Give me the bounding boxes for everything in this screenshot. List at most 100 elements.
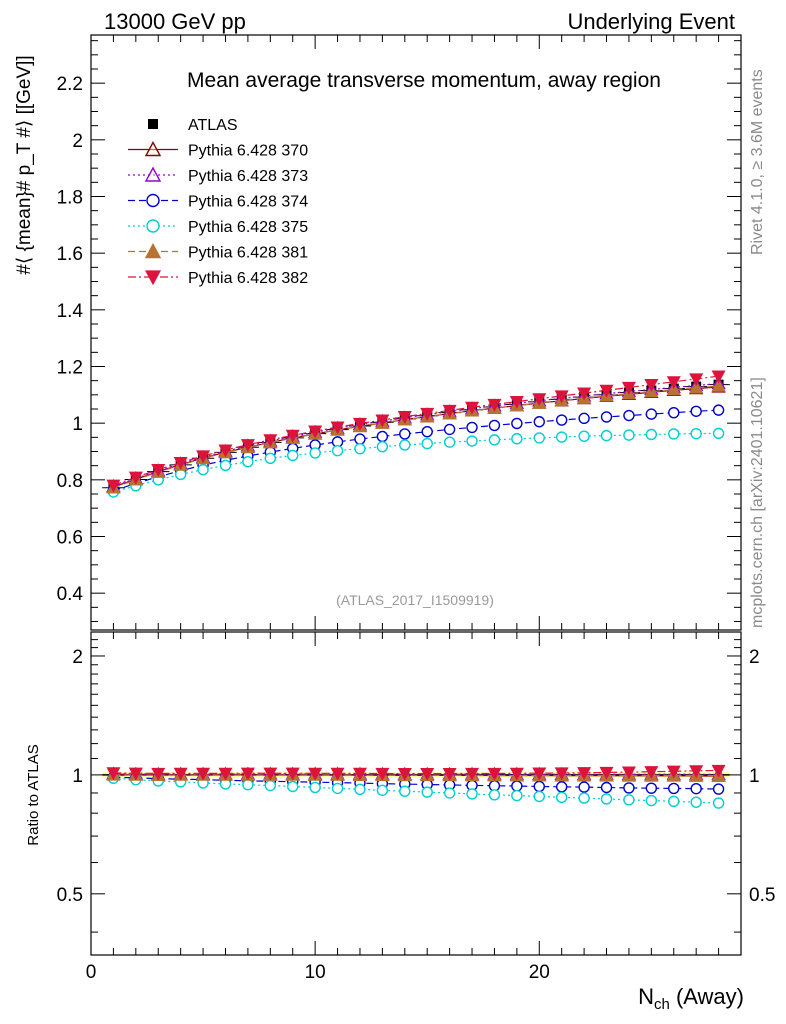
chart-title: Mean average transverse momentum, away r…	[187, 69, 661, 92]
ratio-y-tick-label: 1	[72, 766, 83, 787]
legend-marker-atlas	[148, 119, 158, 129]
ratio-point-pythia-6-428-375	[668, 795, 680, 807]
ratio-point-pythia-6-428-382	[599, 766, 614, 780]
ratio-point-pythia-6-428-375	[331, 782, 344, 795]
ratio-point-pythia-6-428-375	[578, 792, 590, 804]
point-pythia-6-428-375	[600, 429, 613, 442]
series-line-pythia-6-428-373	[113, 382, 719, 487]
ratio-point-pythia-6-428-375	[309, 781, 321, 794]
ratio-point-pythia-6-428-382	[218, 767, 233, 781]
point-pythia-6-428-382	[442, 404, 457, 418]
ratio-point-pythia-6-428-382	[285, 767, 300, 781]
point-pythia-6-428-375	[511, 433, 523, 445]
legend-marker-pythia-6-428-381	[144, 243, 162, 259]
ratio-point-pythia-6-428-374	[712, 783, 725, 795]
main-frame	[90, 34, 742, 631]
point-pythia-6-428-375	[264, 452, 277, 464]
point-pythia-6-428-382	[330, 421, 345, 435]
ratio-point-pythia-6-428-382	[397, 767, 412, 781]
legend-label-pythia-6-428-375: Pythia 6.428 375	[188, 219, 308, 236]
x-tick-label: 10	[305, 962, 326, 983]
ratio-y-tick-label: 0.5	[57, 885, 83, 906]
point-pythia-6-428-381	[666, 382, 681, 396]
ratio-point-pythia-6-428-382	[532, 767, 547, 781]
ratio-point-pythia-6-428-382	[196, 767, 211, 781]
point-pythia-6-428-382	[397, 411, 412, 424]
series-line-pythia-6-428-374	[113, 409, 719, 492]
y-tick-label: 2.2	[57, 74, 83, 95]
point-pythia-6-428-374	[600, 411, 613, 423]
y-tick-label: 0.4	[57, 584, 84, 605]
legend-label-pythia-6-428-382: Pythia 6.428 382	[188, 270, 308, 287]
point-pythia-6-428-382	[711, 370, 726, 384]
main-series	[102, 370, 730, 498]
point-pythia-6-428-375	[354, 442, 366, 455]
ratio-point-pythia-6-428-375	[645, 794, 658, 807]
legend-label-atlas: ATLAS	[188, 117, 238, 134]
y-tick-label: 1.6	[57, 244, 83, 265]
series-line-pythia-6-428-381	[113, 385, 719, 489]
point-pythia-6-428-382	[218, 444, 233, 458]
header-left: 13000 GeV pp	[104, 9, 246, 34]
ratio-point-pythia-6-428-382	[577, 767, 592, 780]
ratio-point-pythia-6-428-375	[511, 789, 523, 802]
ratio-point-pythia-6-428-382	[442, 767, 457, 781]
y-axis-label: #⟨ {mean}# p_T #⟩ [[GeV]]	[14, 55, 35, 274]
point-pythia-6-428-375	[197, 463, 209, 476]
mcplots-label: mcplots.cern.ch [arXiv:2401.10621]	[749, 377, 766, 628]
ratio-point-pythia-6-428-375	[421, 786, 433, 798]
point-pythia-6-428-374	[690, 405, 702, 417]
ratio-point-pythia-6-428-382	[689, 765, 704, 779]
ratio-point-pythia-6-428-382	[151, 767, 166, 781]
point-pythia-6-428-375	[466, 435, 478, 447]
point-pythia-6-428-382	[554, 390, 569, 404]
ratio-point-pythia-6-428-382	[173, 767, 188, 781]
ratio-point-pythia-6-428-382	[263, 767, 278, 781]
point-pythia-6-428-374	[623, 409, 635, 422]
point-pythia-6-428-382	[352, 417, 367, 431]
ratio-point-pythia-6-428-375	[399, 785, 411, 797]
point-pythia-6-428-375	[690, 427, 702, 440]
point-pythia-6-428-381	[688, 380, 704, 394]
point-pythia-6-428-382	[465, 401, 480, 415]
y-tick-label: 0.8	[57, 471, 83, 492]
x-tick-label: 0	[86, 962, 97, 983]
point-pythia-6-428-374	[443, 423, 456, 436]
ratio-point-pythia-6-428-375	[354, 783, 366, 796]
ratio-point-pythia-6-428-375	[623, 794, 635, 806]
ratio-point-pythia-6-428-382	[621, 766, 636, 780]
ratio-line-pythia-6-428-373	[113, 773, 719, 775]
point-pythia-6-428-374	[533, 416, 545, 428]
ratio-line-pythia-6-428-381	[113, 774, 719, 777]
legend-marker-pythia-6-428-374	[146, 193, 160, 208]
legend-label-pythia-6-428-381: Pythia 6.428 381	[188, 245, 308, 262]
point-pythia-6-428-374	[488, 419, 501, 432]
point-pythia-6-428-374	[376, 430, 389, 443]
point-pythia-6-428-375	[376, 440, 389, 453]
x-axis-label-suffix: (Away)	[670, 984, 744, 1009]
ratio-point-pythia-6-428-382	[352, 767, 367, 781]
point-pythia-6-428-382	[599, 384, 614, 398]
point-pythia-6-428-382	[644, 379, 659, 392]
point-pythia-6-428-382	[689, 373, 704, 387]
point-pythia-6-428-375	[488, 434, 501, 446]
series-line-pythia-6-428-382	[113, 375, 719, 486]
y-tick-label: 2	[72, 131, 83, 152]
legend-label-pythia-6-428-370: Pythia 6.428 370	[188, 143, 308, 160]
ratio-y-tick-label: 2	[72, 647, 83, 668]
point-pythia-6-428-382	[532, 393, 547, 407]
point-pythia-6-428-374	[354, 433, 366, 445]
ratio-point-pythia-6-428-374	[600, 781, 613, 794]
x-axis-label-main: N	[638, 984, 654, 1009]
ratio-point-pythia-6-428-382	[330, 767, 345, 781]
point-pythia-6-428-374	[511, 417, 523, 430]
ratio-point-pythia-6-428-382	[308, 767, 323, 781]
ratio-point-pythia-6-428-382	[375, 767, 390, 781]
ratio-point-pythia-6-428-375	[264, 779, 277, 792]
ratio-point-pythia-6-428-374	[668, 782, 680, 795]
ratio-point-pythia-6-428-375	[287, 780, 299, 793]
ratio-point-pythia-6-428-382	[240, 767, 255, 781]
ratio-frame	[90, 631, 742, 956]
point-pythia-6-428-375	[645, 428, 658, 441]
point-pythia-6-428-382	[151, 464, 166, 477]
